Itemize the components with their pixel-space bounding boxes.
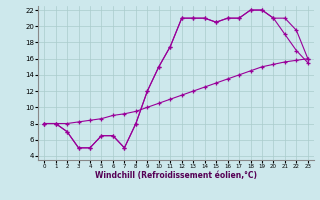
X-axis label: Windchill (Refroidissement éolien,°C): Windchill (Refroidissement éolien,°C) <box>95 171 257 180</box>
